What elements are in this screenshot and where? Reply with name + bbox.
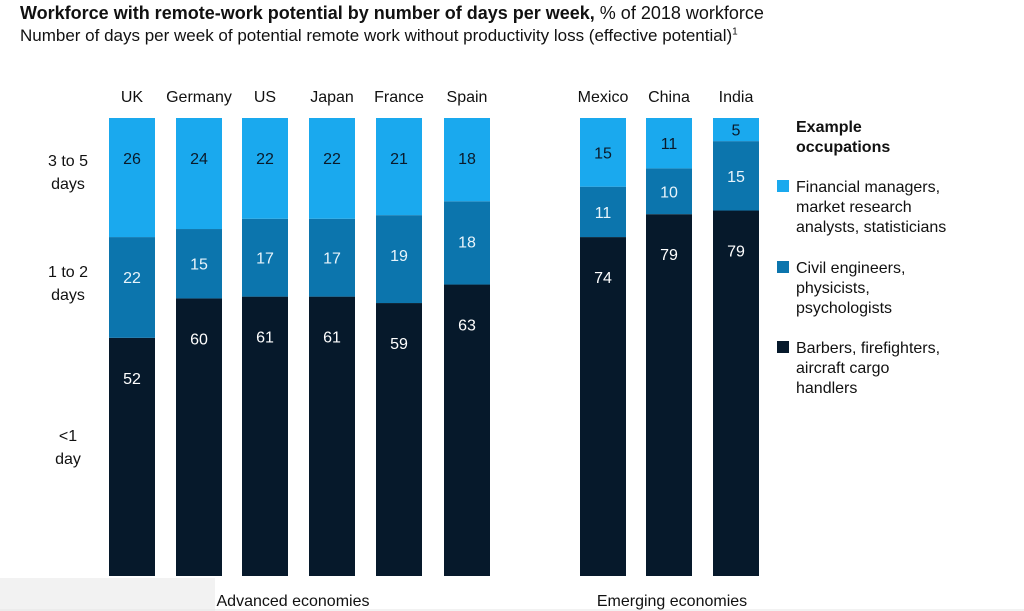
bar-uk-3-to-5-days <box>109 118 155 238</box>
data-label-japan-2: 22 <box>323 151 341 168</box>
row-label-2-0: <1 <box>59 428 77 445</box>
data-label-china-0: 79 <box>660 247 678 264</box>
data-label-germany-0: 60 <box>190 331 208 348</box>
bar-mexico--1-day <box>580 237 626 576</box>
bar-china-1-to-2-days <box>646 168 692 215</box>
data-label-japan-1: 17 <box>323 251 341 268</box>
bar-spain-1-to-2-days <box>444 201 490 285</box>
data-label-india-2: 5 <box>732 123 741 140</box>
data-label-uk-1: 22 <box>123 270 141 287</box>
bar-india--1-day <box>713 210 759 576</box>
legend-item-1-line-0: Civil engineers, <box>796 260 905 277</box>
data-label-spain-1: 18 <box>458 234 476 251</box>
bar-us-3-to-5-days <box>242 118 288 219</box>
row-label-0-1: days <box>51 176 85 193</box>
legend-item-2-line-2: handlers <box>796 380 857 397</box>
category-label-germany: Germany <box>166 89 232 106</box>
category-label-india: India <box>719 89 754 106</box>
data-label-france-1: 19 <box>390 248 408 265</box>
data-label-india-0: 79 <box>727 244 745 261</box>
bar-mexico-1-to-2-days <box>580 186 626 238</box>
category-label-mexico: Mexico <box>578 89 629 106</box>
bar-india-3-to-5-days <box>713 118 759 142</box>
data-label-germany-2: 24 <box>190 151 208 168</box>
category-label-spain: Spain <box>447 89 488 106</box>
legend-item-1-line-2: psychologists <box>796 300 892 317</box>
group-label-0: Advanced economies <box>217 593 370 610</box>
bar-france-1-to-2-days <box>376 215 422 304</box>
background-panel <box>0 578 215 611</box>
legend-item-0-line-1: market research <box>796 199 912 216</box>
row-label-2-1: day <box>55 451 81 468</box>
bar-japan-3-to-5-days <box>309 118 355 219</box>
data-label-germany-1: 15 <box>190 257 208 274</box>
bar-france-3-to-5-days <box>376 118 422 216</box>
legend-item-2-line-1: aircraft cargo <box>796 360 889 377</box>
group-label-1: Emerging economies <box>597 593 747 610</box>
footnote-marker: 1 <box>732 26 738 38</box>
data-label-us-2: 22 <box>256 151 274 168</box>
data-label-us-0: 61 <box>256 330 274 347</box>
bar-china--1-day <box>646 214 692 576</box>
bar-china-3-to-5-days <box>646 118 692 169</box>
bar-france--1-day <box>376 303 422 576</box>
chart-subtitle: Number of days per week of potential rem… <box>20 26 738 46</box>
row-label-1-1: days <box>51 287 85 304</box>
bar-japan-1-to-2-days <box>309 218 355 297</box>
row-label-0-0: 3 to 5 <box>48 153 88 170</box>
bar-uk--1-day <box>109 337 155 576</box>
category-label-china: China <box>648 89 690 106</box>
row-label-1-0: 1 to 2 <box>48 264 88 281</box>
data-label-uk-2: 26 <box>123 151 141 168</box>
chart-subtitle-text: Number of days per week of potential rem… <box>20 26 733 45</box>
data-label-india-1: 15 <box>727 169 745 186</box>
bar-spain--1-day <box>444 284 490 576</box>
data-label-mexico-1: 11 <box>595 205 612 222</box>
category-label-france: France <box>374 89 424 106</box>
chart-title: Workforce with remote-work potential by … <box>20 3 764 24</box>
legend-title-1: occupations <box>796 139 890 156</box>
legend-swatch-2 <box>777 341 789 353</box>
data-label-france-2: 21 <box>390 151 408 168</box>
category-label-us: US <box>254 89 276 106</box>
category-label-uk: UK <box>121 89 144 106</box>
bar-india-1-to-2-days <box>713 141 759 211</box>
category-label-japan: Japan <box>310 89 354 106</box>
bar-us-1-to-2-days <box>242 218 288 297</box>
data-label-spain-2: 18 <box>458 151 476 168</box>
bar-spain-3-to-5-days <box>444 118 490 202</box>
data-label-mexico-2: 15 <box>594 145 612 162</box>
bar-us--1-day <box>242 296 288 576</box>
legend-item-2-line-0: Barbers, firefighters, <box>796 340 940 357</box>
data-label-uk-0: 52 <box>123 371 141 388</box>
data-label-france-0: 59 <box>390 336 408 353</box>
bar-mexico-3-to-5-days <box>580 118 626 187</box>
bar-germany--1-day <box>176 298 222 576</box>
bar-uk-1-to-2-days <box>109 237 155 338</box>
legend-swatch-0 <box>777 180 789 192</box>
bar-germany-1-to-2-days <box>176 229 222 299</box>
legend-item-0-line-0: Financial managers, <box>796 179 940 196</box>
data-label-us-1: 17 <box>256 251 274 268</box>
chart-title-units: % of 2018 workforce <box>594 3 764 23</box>
legend-item-1-line-1: physicists, <box>796 280 870 297</box>
legend-swatch-1 <box>777 261 789 273</box>
bar-japan--1-day <box>309 296 355 576</box>
data-label-china-2: 11 <box>661 136 678 153</box>
chart-title-bold: Workforce with remote-work potential by … <box>20 3 595 23</box>
bar-germany-3-to-5-days <box>176 118 222 230</box>
data-label-japan-0: 61 <box>323 330 341 347</box>
data-label-mexico-0: 74 <box>594 270 612 287</box>
legend-item-0-line-2: analysts, statisticians <box>796 219 946 236</box>
data-label-china-1: 10 <box>660 184 678 201</box>
legend-title-0: Example <box>796 119 862 136</box>
data-label-spain-0: 63 <box>458 318 476 335</box>
